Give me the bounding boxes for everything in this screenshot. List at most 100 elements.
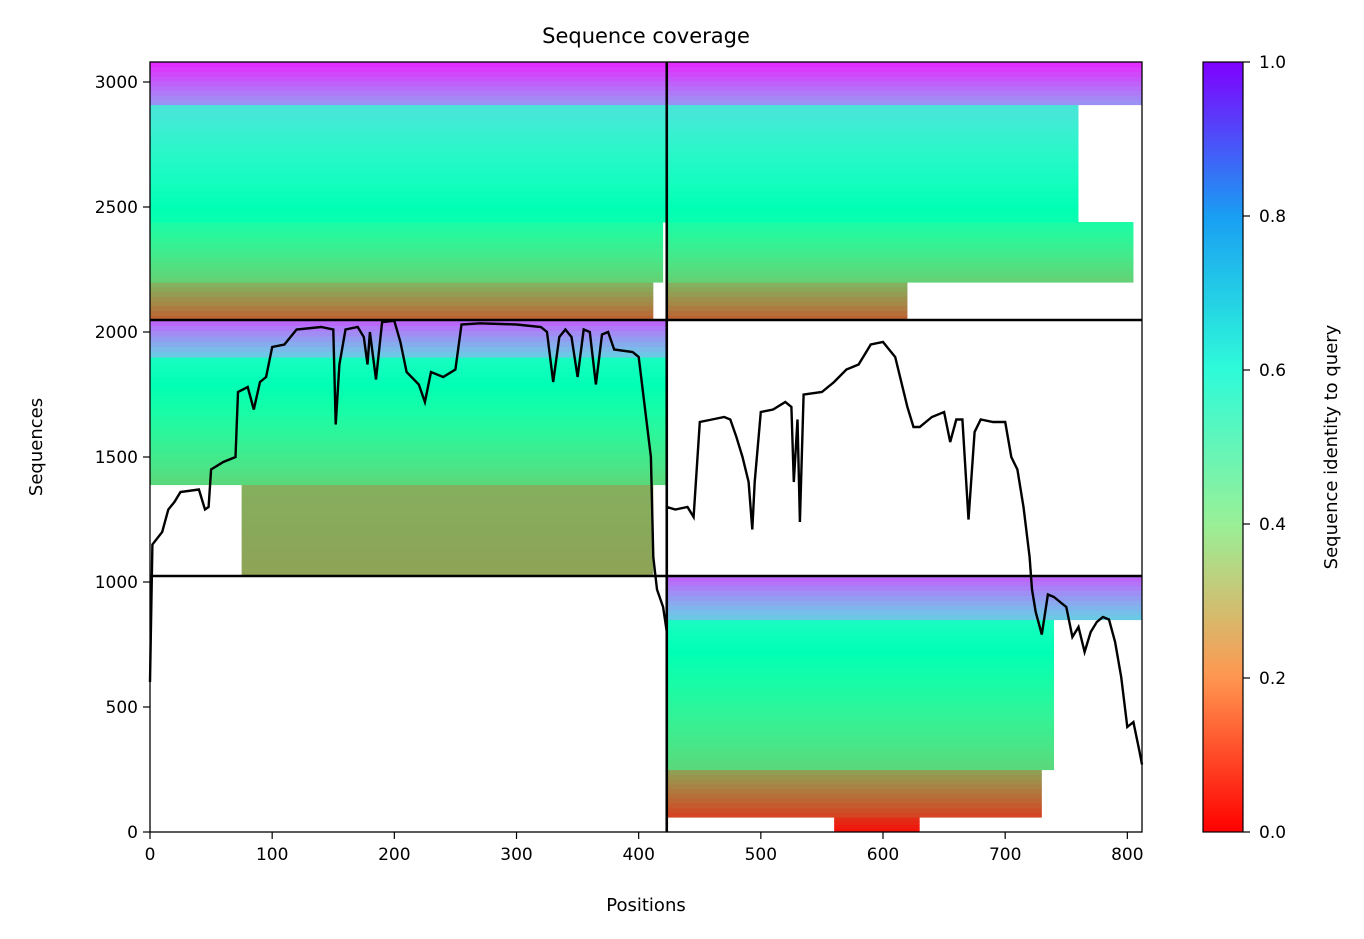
identity-band-3-1-15 — [241, 499, 654, 506]
identity-band-2-3-9 — [666, 177, 1079, 184]
identity-band-4-3-6 — [666, 739, 1055, 746]
identity-band-4-1-4 — [834, 817, 920, 822]
identity-band-2-2-1 — [666, 277, 1134, 283]
identity-band-1-2-11 — [150, 227, 664, 233]
identity-band-2-2-10 — [666, 232, 1134, 238]
x-tick-label: 300 — [500, 845, 532, 865]
identity-band-2-2-6 — [666, 252, 1134, 258]
identity-band-1-1-8 — [150, 282, 654, 288]
identity-band-2-4-5 — [666, 80, 1142, 87]
msa-block-3 — [150, 320, 667, 577]
identity-band-2-4-1 — [666, 99, 1142, 106]
x-tick-label: 500 — [745, 845, 777, 865]
identity-band-3-2-6 — [150, 455, 667, 461]
identity-band-3-1-2 — [241, 565, 654, 572]
identity-band-3-2-26 — [150, 357, 667, 363]
identity-band-2-1-8 — [666, 282, 908, 288]
identity-band-1-2-9 — [150, 237, 664, 243]
colorbar-tick-label: 1.0 — [1259, 53, 1286, 73]
identity-band-4-4-8 — [666, 580, 1142, 587]
identity-band-1-2-6 — [150, 252, 664, 258]
identity-band-2-4-6 — [666, 76, 1142, 82]
identity-band-3-3-4 — [150, 335, 667, 342]
identity-band-2-4-3 — [666, 90, 1142, 96]
identity-band-4-3-5 — [666, 744, 1055, 751]
identity-band-3-1-9 — [241, 530, 654, 536]
identity-band-3-2-25 — [150, 361, 667, 368]
identity-band-3-1-18 — [241, 484, 654, 491]
identity-band-4-2-7 — [666, 783, 1042, 790]
identity-band-1-3-1 — [150, 217, 667, 223]
identity-band-3-1-7 — [241, 540, 654, 547]
plot-frame — [149, 61, 1143, 833]
colorbar-tick-label: 0.6 — [1259, 361, 1286, 381]
colorbar-tick-label: 0.0 — [1259, 823, 1286, 843]
identity-band-1-2-5 — [150, 257, 664, 263]
identity-band-1-3-7 — [150, 187, 667, 194]
identity-band-2-3-12 — [666, 163, 1079, 169]
identity-band-1-2-8 — [150, 242, 664, 248]
identity-band-2-4-4 — [666, 85, 1142, 91]
identity-band-4-1-1 — [834, 828, 920, 832]
identity-band-2-1-6 — [666, 291, 908, 297]
identity-band-4-3-15 — [666, 694, 1055, 701]
identity-band-4-3-18 — [666, 679, 1055, 686]
identity-band-3-1-12 — [241, 515, 654, 521]
identity-band-4-2-5 — [666, 793, 1042, 799]
identity-band-4-2-2 — [666, 807, 1042, 813]
identity-band-1-3-19 — [150, 128, 667, 135]
identity-band-1-1-6 — [150, 291, 654, 297]
identity-band-3-1-3 — [241, 560, 654, 567]
identity-band-2-2-11 — [666, 227, 1134, 233]
identity-band-4-3-3 — [666, 754, 1055, 761]
coverage-heatmap — [150, 62, 1142, 832]
identity-band-4-3-11 — [666, 714, 1055, 721]
identity-band-2-3-13 — [666, 158, 1079, 164]
identity-band-4-3-8 — [666, 729, 1055, 736]
identity-band-4-3-24 — [666, 649, 1055, 656]
identity-band-1-1-7 — [150, 286, 654, 293]
y-tick-label: 1000 — [95, 573, 138, 593]
identity-band-1-3-23 — [150, 109, 667, 115]
identity-band-2-3-3 — [666, 207, 1079, 213]
identity-band-3-3-1 — [150, 351, 667, 358]
identity-band-3-3-2 — [150, 346, 667, 353]
identity-band-3-2-8 — [150, 445, 667, 451]
identity-band-4-3-1 — [666, 764, 1055, 771]
identity-band-1-3-9 — [150, 177, 667, 184]
identity-band-4-3-16 — [666, 689, 1055, 696]
identity-band-2-3-6 — [666, 192, 1079, 199]
identity-band-1-4-4 — [150, 85, 667, 91]
identity-band-1-1-2 — [150, 310, 654, 316]
x-tick-label: 700 — [989, 845, 1021, 865]
identity-band-3-1-6 — [241, 545, 654, 552]
identity-band-4-2-8 — [666, 779, 1042, 785]
identity-band-4-3-26 — [666, 639, 1055, 646]
identity-band-2-4-9 — [666, 62, 1142, 68]
identity-band-2-2-2 — [666, 272, 1134, 278]
y-axis: 0 500 1000 1500 2000 2500 3000 — [95, 73, 150, 843]
identity-band-4-3-23 — [666, 654, 1055, 661]
identity-band-3-2-2 — [150, 474, 667, 481]
identity-band-1-2-7 — [150, 247, 664, 253]
identity-band-4-1-2 — [834, 824, 920, 829]
identity-band-1-4-5 — [150, 80, 667, 87]
identity-band-4-4-3 — [666, 605, 1142, 611]
identity-band-3-2-24 — [150, 366, 667, 373]
identity-band-3-2-21 — [150, 381, 667, 388]
identity-band-1-3-22 — [150, 114, 667, 120]
identity-band-3-2-12 — [150, 425, 667, 432]
identity-band-2-3-18 — [666, 133, 1079, 140]
identity-band-2-3-22 — [666, 114, 1079, 120]
identity-band-1-3-11 — [150, 168, 667, 174]
y-tick-label: 3000 — [95, 73, 138, 93]
identity-band-4-3-29 — [666, 624, 1055, 631]
identity-band-3-1-16 — [241, 494, 654, 501]
identity-band-4-4-4 — [666, 600, 1142, 606]
identity-band-2-3-7 — [666, 187, 1079, 194]
identity-band-3-2-4 — [150, 464, 667, 471]
identity-band-4-3-7 — [666, 734, 1055, 741]
identity-band-2-4-2 — [666, 95, 1142, 101]
y-tick-label: 1500 — [95, 448, 138, 468]
identity-band-3-1-8 — [241, 535, 654, 542]
